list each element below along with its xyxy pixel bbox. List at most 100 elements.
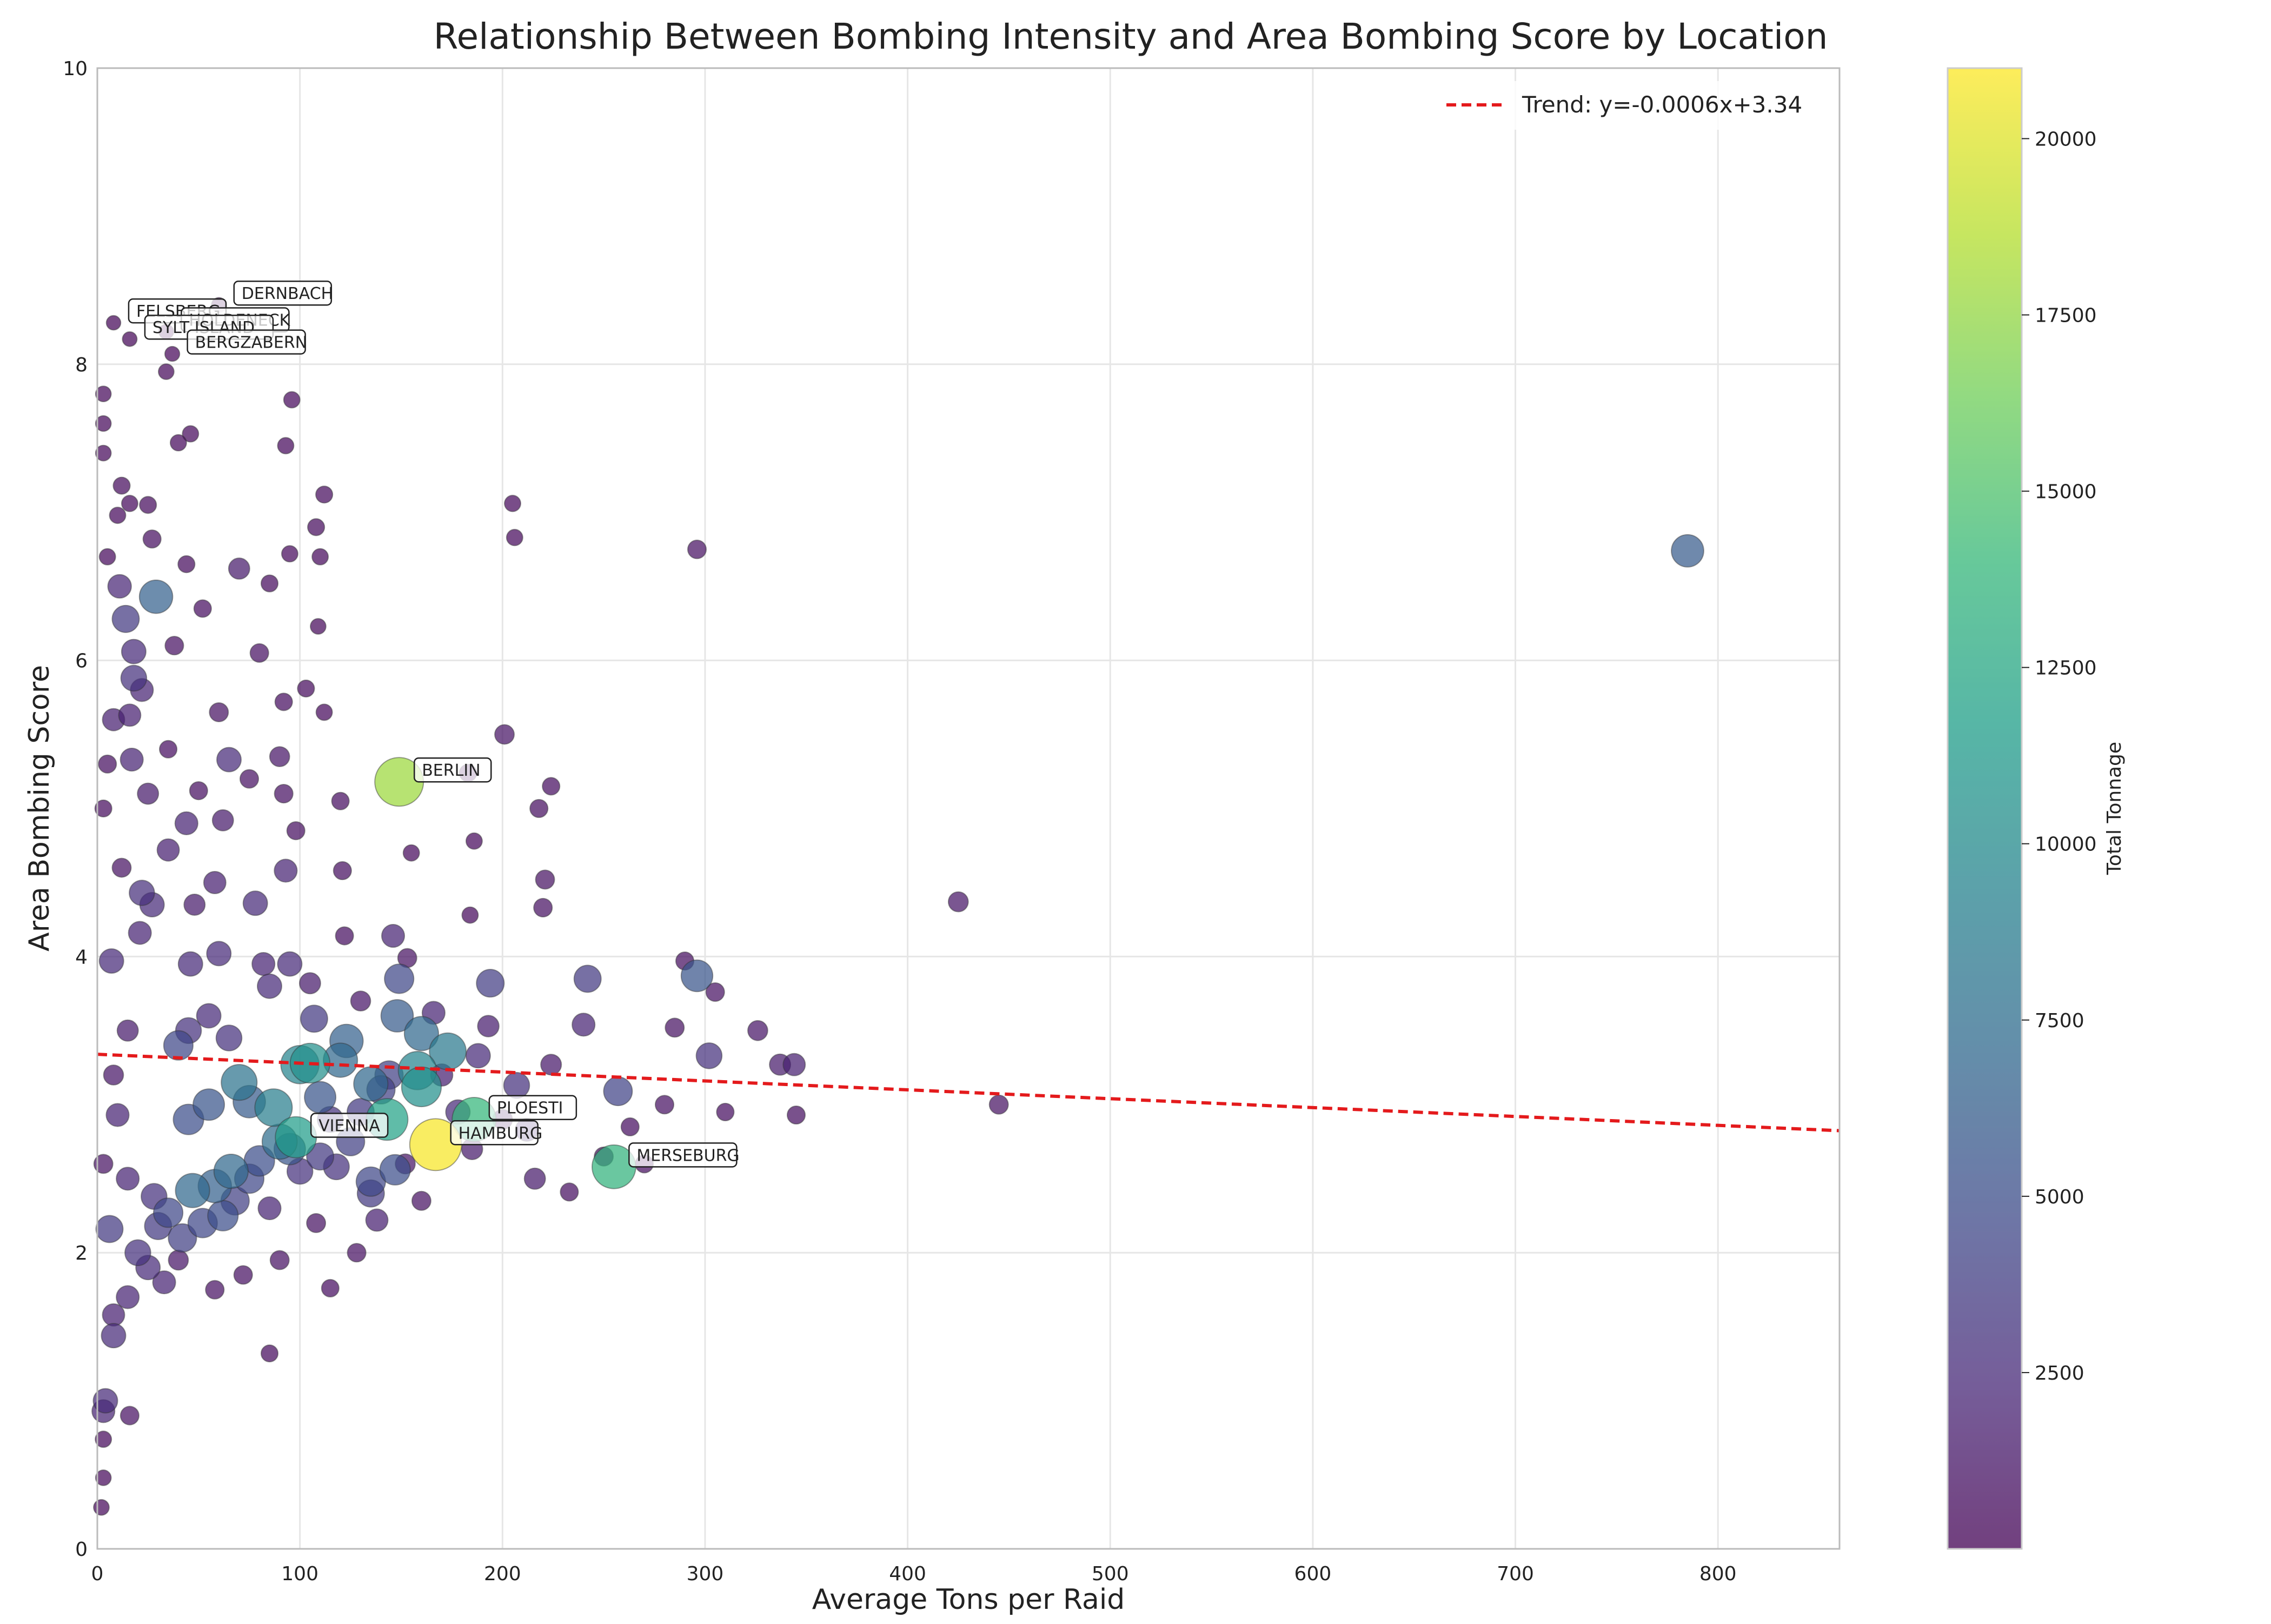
x-tick-label: 800: [1699, 1563, 1737, 1585]
colorbar-tick-label: 17500: [2035, 305, 2097, 327]
scatter-point: [116, 1019, 139, 1042]
scatter-point: [94, 799, 112, 818]
scatter-point: [239, 769, 260, 789]
scatter-point: [121, 495, 138, 513]
scatter-point: [128, 921, 152, 945]
scatter-point: [411, 1190, 431, 1211]
trend-line: [97, 1053, 1840, 1133]
scatter-point: [523, 1167, 546, 1190]
scatter-point: [311, 548, 329, 565]
scatter-point: [192, 1088, 225, 1121]
point-label-box: [233, 280, 333, 306]
scatter-point: [142, 529, 162, 549]
colorbar-tick-label: 2500: [2035, 1362, 2084, 1385]
point-label-text: HAMBURG: [459, 1124, 543, 1143]
scatter-point: [203, 871, 227, 894]
scatter-point: [95, 1430, 112, 1448]
scatter-point: [169, 434, 187, 451]
scatter-point: [476, 969, 505, 998]
scatter-point: [269, 1250, 290, 1270]
scatter-point: [786, 1105, 806, 1125]
scatter-point: [572, 1013, 596, 1037]
scatter-point: [163, 1030, 194, 1061]
scatter-point: [207, 1200, 239, 1232]
colorbar: 2500 5000 7500 10000 12500 15000 17500 20000 To…: [1947, 67, 2126, 1550]
point-label-text: BERLIN: [422, 761, 480, 780]
scatter-point: [254, 1088, 293, 1127]
scatter-point: [310, 618, 327, 635]
scatter-point: [535, 869, 555, 890]
scatter-point: [251, 952, 276, 976]
scatter-point: [1671, 534, 1704, 568]
grid-lines: [96, 67, 1840, 1550]
scatter-point: [304, 1081, 337, 1114]
scatter-point: [260, 1344, 279, 1363]
scatter-point: [168, 1223, 197, 1253]
scatter-point: [355, 1166, 386, 1197]
scatter-point: [116, 1167, 140, 1191]
scatter-point: [122, 331, 138, 347]
scatter-point: [401, 1066, 442, 1108]
scatter-point: [680, 959, 714, 993]
scatter-point: [242, 890, 268, 916]
point-label: VIENNA: [310, 1113, 389, 1138]
scatter-point: [384, 963, 415, 994]
scatter-point: [542, 777, 561, 796]
scatter-point: [257, 1196, 282, 1221]
scatter-point: [174, 811, 198, 836]
scatter-point: [168, 1249, 189, 1271]
y-tick-label: 8: [75, 354, 88, 376]
scatter-point: [93, 1499, 110, 1516]
scatter-point: [281, 545, 298, 563]
scatter-point: [947, 891, 969, 913]
scatter-point: [687, 540, 707, 560]
scatter-point: [283, 391, 301, 409]
scatter-point: [335, 926, 354, 946]
legend-trend-label: Trend: y=-0.0006x+3.34: [1522, 91, 1802, 118]
scatter-point: [95, 415, 112, 432]
scatter-point: [503, 1071, 530, 1099]
y-tick-label: 4: [75, 946, 88, 968]
scatter-point: [228, 557, 250, 580]
x-axis-label: Average Tons per Raid: [812, 1583, 1125, 1616]
scatter-point: [103, 1064, 124, 1086]
scatter-point: [216, 747, 242, 773]
scatter-point: [129, 880, 155, 906]
scatter-point: [111, 857, 132, 878]
scatter-point: [333, 861, 352, 881]
colorbar-tick-label: 12500: [2035, 657, 2097, 680]
scatter-point: [988, 1094, 1009, 1115]
point-label: DERNBACH: [233, 280, 333, 306]
point-label: HAMBURG: [450, 1120, 543, 1146]
scatter-point: [158, 363, 175, 380]
point-label-text: VIENNA: [318, 1117, 380, 1136]
scatter-point: [119, 748, 144, 772]
scatter-point: [654, 1095, 675, 1115]
scatter-point: [365, 1208, 389, 1232]
scatter-point: [205, 1280, 225, 1300]
scatter-point: [274, 858, 298, 883]
scatter-point: [705, 982, 725, 1002]
y-axis-label: Area Bombing Score: [23, 665, 56, 951]
scatter-point: [164, 636, 184, 656]
scatter-point: [95, 1215, 124, 1243]
y-tick-label: 0: [75, 1539, 88, 1561]
x-tick-label: 700: [1497, 1563, 1534, 1585]
x-tick-label: 200: [484, 1563, 521, 1585]
scatter-point: [573, 964, 602, 993]
scatter-point: [275, 1116, 317, 1159]
y-tick-label: 6: [75, 650, 88, 673]
scatter-point: [331, 791, 350, 810]
scatter-point: [98, 548, 116, 565]
scatter-point: [95, 385, 112, 402]
scatter-point: [747, 1020, 768, 1041]
scatter-point: [121, 638, 147, 664]
scatter-point: [120, 664, 148, 692]
colorbar-tick-label: 10000: [2035, 834, 2097, 856]
scatter-point: [716, 1102, 735, 1122]
colorbar-label: Total Tonnage: [2103, 742, 2126, 875]
scatter-point: [269, 746, 290, 767]
scatter-point: [177, 555, 196, 574]
scatter-point: [209, 702, 229, 722]
